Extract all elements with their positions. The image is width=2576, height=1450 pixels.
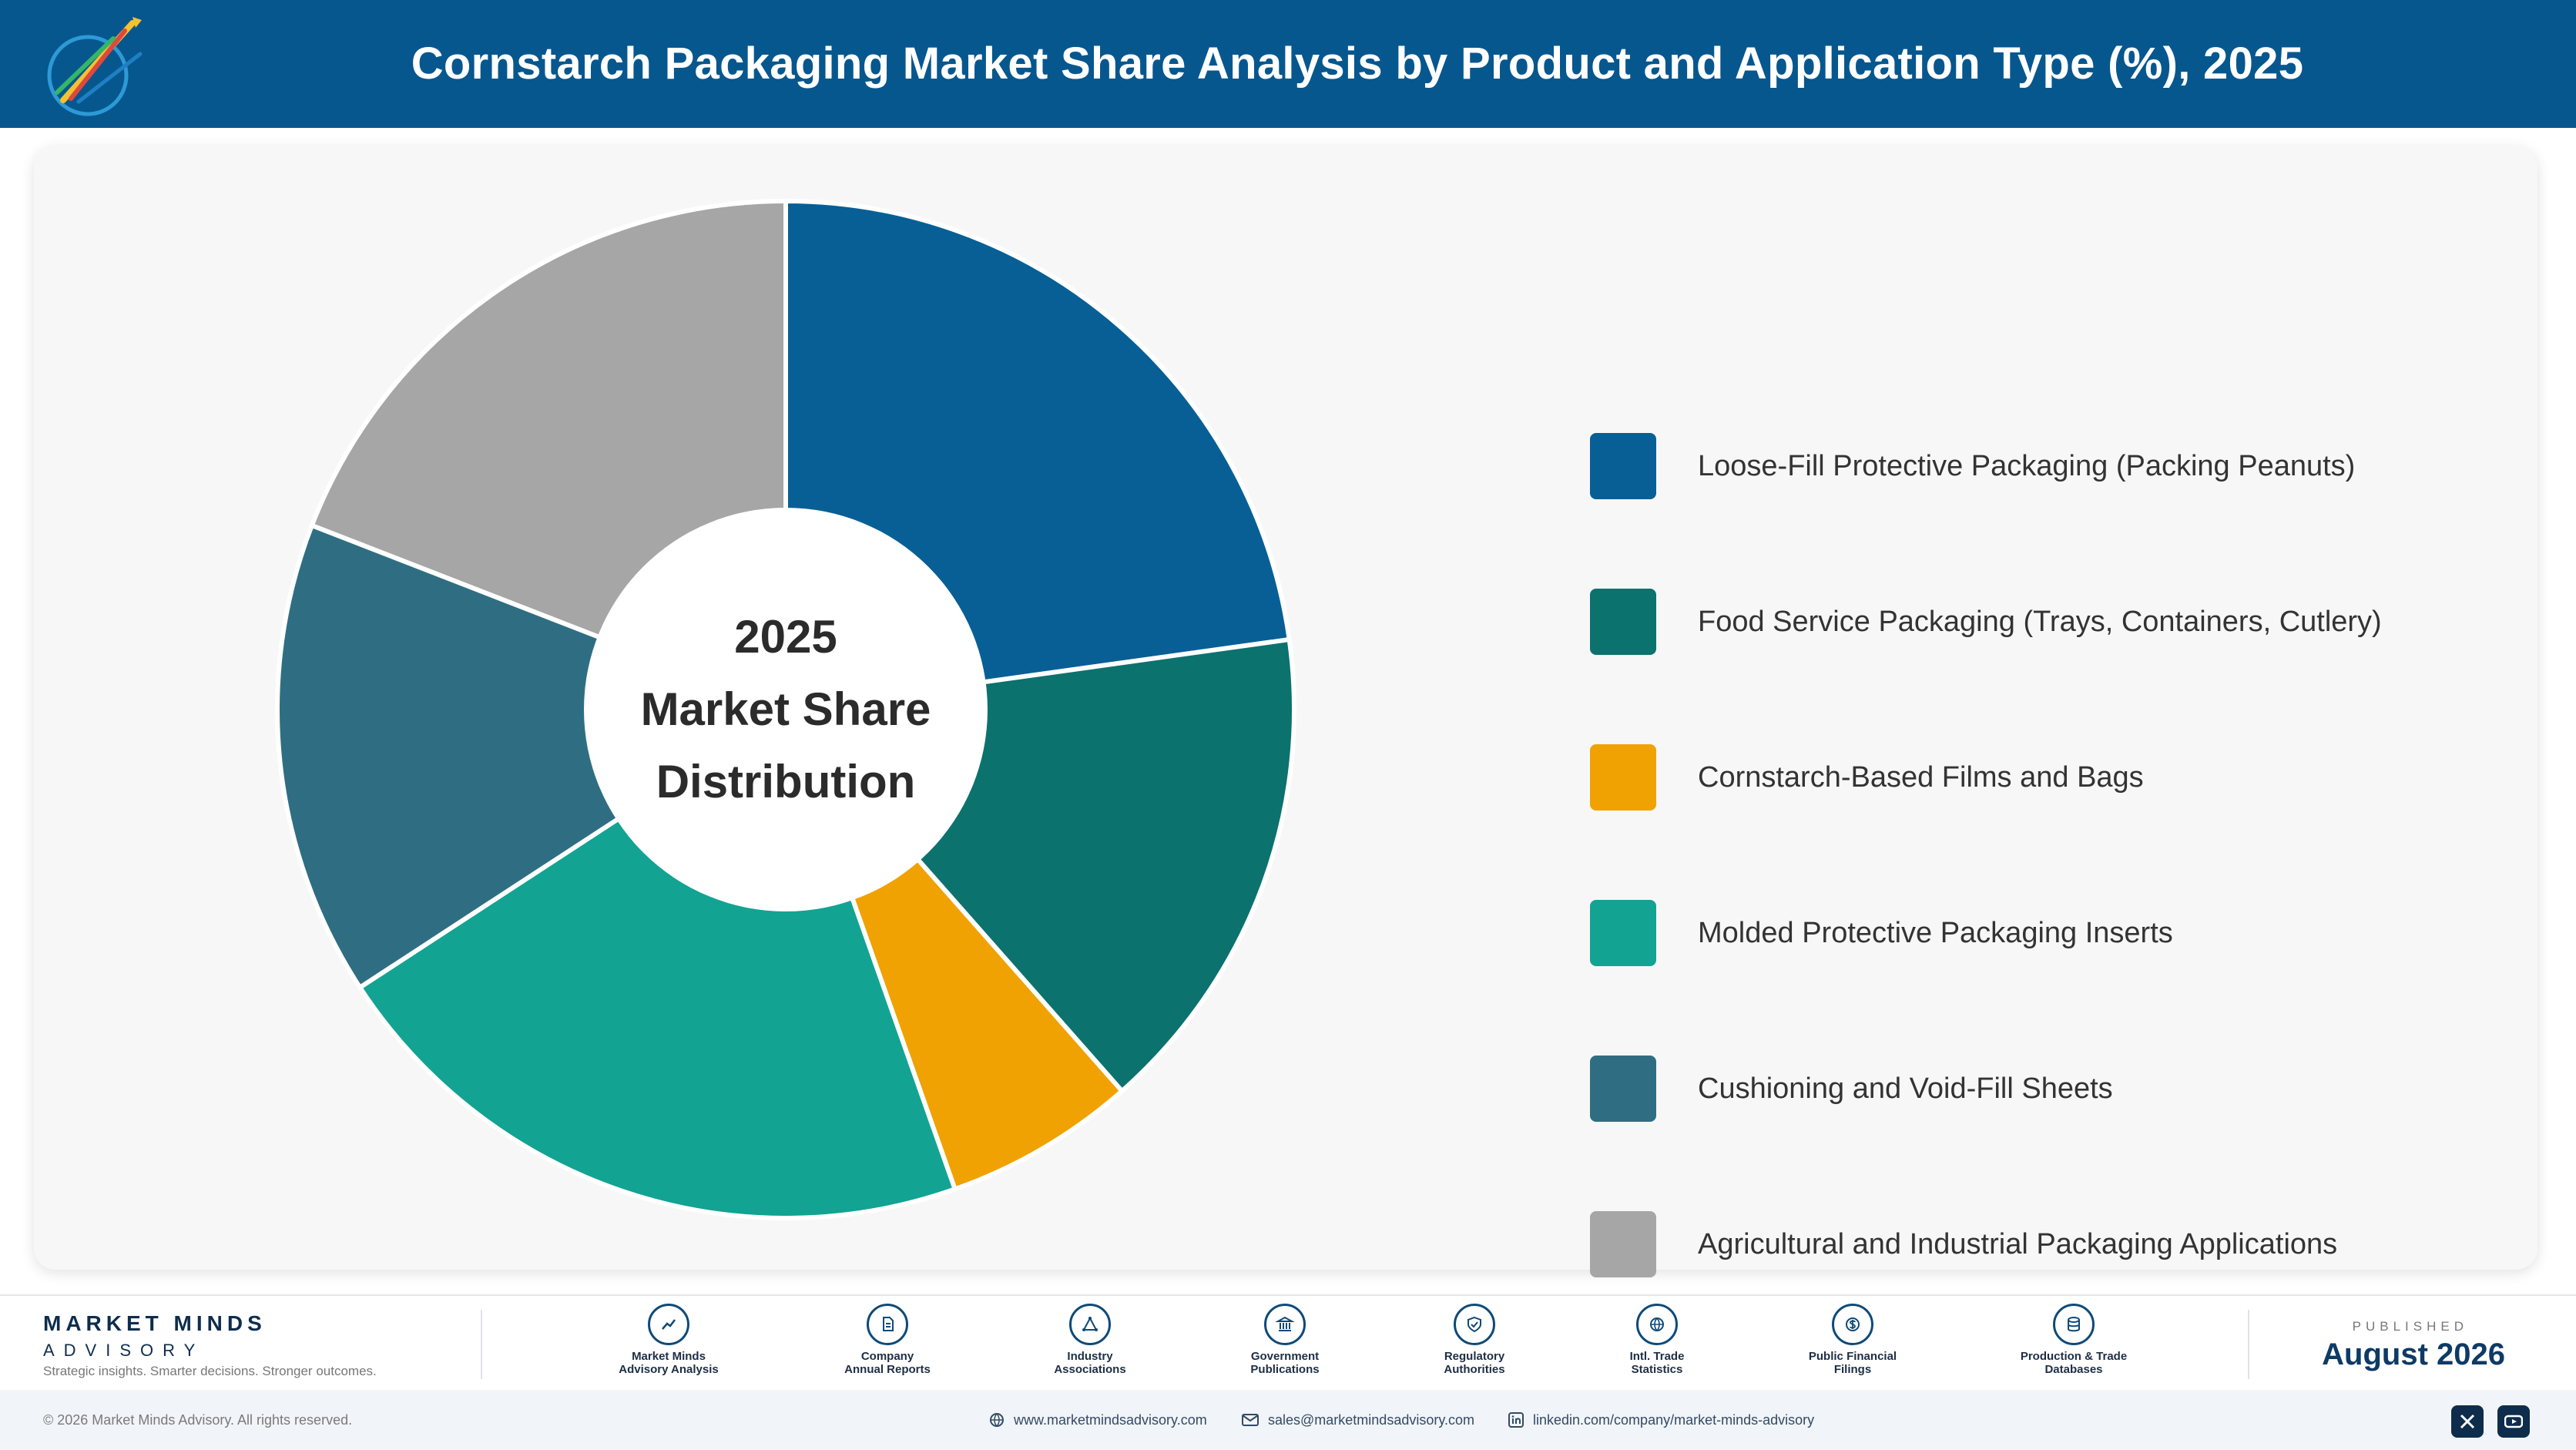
youtube-icon: [2504, 1415, 2523, 1428]
legend-swatch: [1590, 744, 1656, 811]
source-label: Public Financial Filings: [1808, 1350, 1897, 1376]
source-label: Production & Trade Databases: [2020, 1350, 2128, 1376]
website-link[interactable]: www.marketmindsadvisory.com: [989, 1390, 1207, 1450]
legend-swatch: [1590, 433, 1656, 499]
legend-label: Food Service Packaging (Trays, Container…: [1698, 606, 2382, 638]
globe-icon: [990, 1413, 1004, 1428]
linkedin-text: linkedin.com/company/market-minds-adviso…: [1533, 1412, 1815, 1428]
globe-icon: [1636, 1304, 1678, 1345]
brand-tagline: Strategic insights. Smarter decisions. S…: [43, 1364, 377, 1378]
page-title: Cornstarch Packaging Market Share Analys…: [411, 39, 2304, 89]
legend-label: Loose-Fill Protective Packaging (Packing…: [1698, 450, 2356, 482]
source-label: Government Publications: [1250, 1350, 1320, 1376]
center-label-line: Market Share: [641, 683, 931, 735]
footer-divider: [2248, 1310, 2249, 1379]
pie-chart: 2025 Market Share Distribution: [275, 198, 1296, 1220]
legend-label: Agricultural and Industrial Packaging Ap…: [1698, 1228, 2338, 1260]
legend-swatch: [1590, 589, 1656, 655]
legend-item: Cushioning and Void-Fill Sheets: [1590, 1056, 2514, 1122]
linkedin-link[interactable]: linkedin.com/company/market-minds-adviso…: [1508, 1390, 1814, 1450]
building-icon: [1264, 1304, 1306, 1345]
center-label-line: Distribution: [656, 756, 916, 807]
source-item: Company Annual Reports: [810, 1304, 964, 1376]
source-label: Regulatory Authorities: [1444, 1350, 1505, 1376]
document-icon: [867, 1304, 908, 1345]
source-label: Industry Associations: [1054, 1350, 1126, 1376]
legend-item: Molded Protective Packaging Inserts: [1590, 900, 2514, 966]
source-label: Company Annual Reports: [844, 1350, 931, 1376]
dollar-icon: [1832, 1304, 1873, 1345]
legend-swatch: [1590, 1056, 1656, 1122]
source-item: Intl. Trade Statistics: [1580, 1304, 1734, 1376]
bottom-bar: © 2026 Market Minds Advisory. All rights…: [0, 1390, 2576, 1450]
brand-subtitle: ADVISORY: [43, 1341, 205, 1360]
pie-slice: [275, 522, 791, 991]
legend-item: Cornstarch-Based Films and Bags: [1590, 744, 2514, 811]
pie-center-hole: [584, 508, 988, 911]
source-item: Regulatory Authorities: [1397, 1304, 1551, 1376]
legend-swatch: [1590, 1211, 1656, 1277]
x-icon: [2460, 1414, 2475, 1429]
brand-name: MARKET MINDS: [43, 1311, 267, 1335]
footer: MARKET MINDS ADVISORY Strategic insights…: [0, 1294, 2576, 1390]
linkedin-icon: [1508, 1412, 1524, 1428]
source-label: Market Minds Advisory Analysis: [619, 1350, 719, 1376]
legend-swatch: [1590, 900, 1656, 966]
email-text: sales@marketmindsadvisory.com: [1268, 1412, 1475, 1428]
website-text: www.marketmindsadvisory.com: [1014, 1412, 1207, 1428]
chart-card: 2025 Market Share Distribution Loose-Fill …: [34, 146, 2537, 1277]
legend-item: Food Service Packaging (Trays, Container…: [1590, 589, 2514, 655]
source-item: Production & Trade Databases: [1997, 1304, 2151, 1376]
chart-line-icon: [648, 1304, 689, 1345]
legend-item: Agricultural and Industrial Packaging Ap…: [1590, 1211, 2514, 1277]
database-icon: [2053, 1304, 2095, 1345]
network-icon: [1069, 1304, 1111, 1345]
center-label-line: 2025: [734, 611, 837, 663]
published-date: August 2026: [2322, 1338, 2505, 1371]
source-item: Government Publications: [1208, 1304, 1362, 1376]
legend-label: Cornstarch-Based Films and Bags: [1698, 761, 2144, 794]
published-label: PUBLISHED: [2352, 1319, 2468, 1334]
legend-label: Molded Protective Packaging Inserts: [1698, 917, 2173, 949]
x-social-button[interactable]: [2451, 1405, 2484, 1438]
source-label: Intl. Trade Statistics: [1629, 1350, 1685, 1376]
email-link[interactable]: sales@marketmindsadvisory.com: [1242, 1390, 1474, 1450]
header-bar: Cornstarch Packaging Market Share Analys…: [0, 0, 2576, 128]
legend-item: Loose-Fill Protective Packaging (Packing…: [1590, 433, 2514, 499]
legend-label: Cushioning and Void-Fill Sheets: [1698, 1072, 2113, 1105]
shield-check-icon: [1454, 1304, 1495, 1345]
source-item: Public Financial Filings: [1776, 1304, 1930, 1376]
youtube-social-button[interactable]: [2497, 1405, 2530, 1438]
source-item: Market Minds Advisory Analysis: [592, 1304, 746, 1376]
mail-icon: [1242, 1414, 1259, 1426]
company-logo: [47, 17, 143, 116]
source-item: Industry Associations: [1013, 1304, 1167, 1376]
footer-divider: [481, 1310, 482, 1379]
copyright-text: © 2026 Market Minds Advisory. All rights…: [43, 1412, 353, 1428]
